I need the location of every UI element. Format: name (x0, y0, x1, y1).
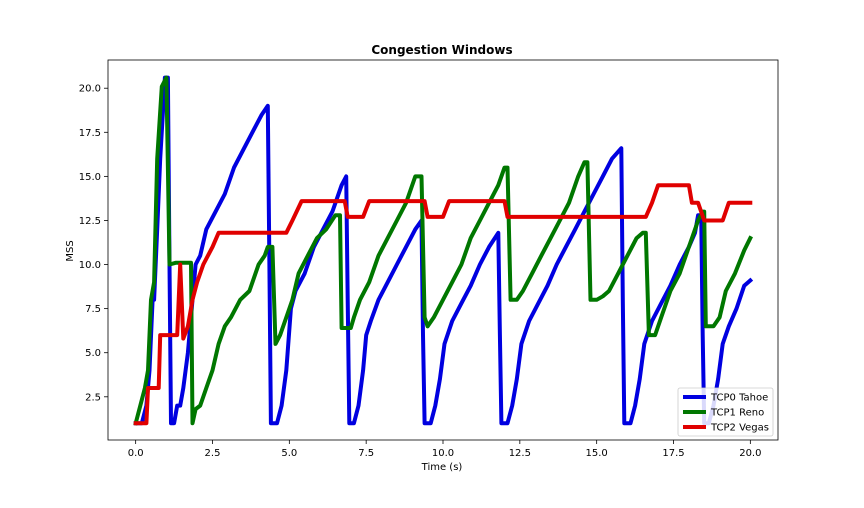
y-axis: 2.5 5.0 7.5 10.0 12.5 15.0 17.5 20.0 (79, 84, 108, 403)
x-tick-label: 20.0 (739, 448, 761, 459)
y-tick-label: 7.5 (85, 304, 101, 315)
plot-frame (107, 59, 779, 441)
x-tick-label: 5.0 (281, 448, 297, 459)
x-tick-label: 2.5 (205, 448, 221, 459)
legend: TCP0 Tahoe TCP1 Reno TCP2 Vegas (677, 387, 774, 437)
y-tick-label: 17.5 (79, 128, 101, 139)
y-axis-label: MSS (65, 240, 76, 261)
y-tick-label: 2.5 (85, 392, 101, 403)
y-tick-label: 10.0 (79, 260, 101, 271)
y-tick-label: 20.0 (79, 84, 101, 95)
y-tick-label: 15.0 (79, 172, 101, 183)
x-tick-label: 12.5 (509, 448, 531, 459)
series-lines (133, 75, 754, 426)
x-tick-label: 7.5 (358, 448, 374, 459)
series-line-3 (133, 183, 753, 426)
x-tick-label: 10.0 (432, 448, 454, 459)
series-line-2 (133, 75, 753, 426)
legend-label: TCP0 Tahoe (710, 393, 768, 404)
x-axis-label: Time (s) (421, 462, 463, 473)
y-tick-label: 5.0 (85, 348, 101, 359)
legend-label: TCP1 Reno (710, 408, 764, 419)
x-tick-label: 17.5 (662, 448, 684, 459)
y-tick-label: 12.5 (79, 216, 101, 227)
legend-box (677, 387, 774, 437)
x-axis: 0.0 2.5 5.0 7.5 10.0 12.5 15.0 17.5 20.0 (128, 440, 761, 459)
legend-label: TCP2 Vegas (710, 423, 769, 434)
x-tick-label: 0.0 (128, 448, 144, 459)
x-tick-label: 15.0 (586, 448, 608, 459)
chart-title: Congestion Windows (371, 43, 512, 57)
